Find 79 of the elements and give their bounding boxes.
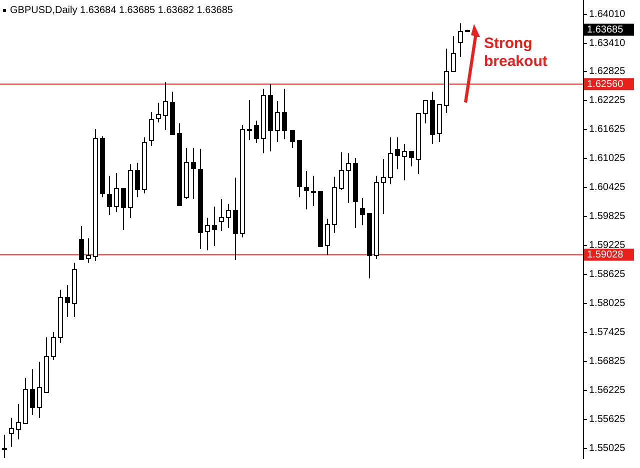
candlestick: [360, 198, 365, 226]
candlestick: [261, 88, 266, 154]
candlestick: [79, 226, 84, 260]
y-tick-label: 1.59825: [589, 210, 626, 222]
candlestick: [121, 188, 126, 230]
candlestick: [58, 289, 63, 344]
candlestick: [93, 128, 98, 262]
candlestick: [37, 361, 42, 418]
y-tick-label: 1.58025: [589, 298, 626, 309]
candlestick: [51, 331, 56, 360]
candlestick: [381, 158, 386, 215]
candlestick: [107, 175, 112, 216]
y-tick-label: 1.56825: [589, 356, 626, 367]
y-tick-label: 1.60425: [589, 182, 626, 193]
candlestick: [311, 175, 316, 206]
candlestick: [23, 377, 28, 424]
candlestick: [212, 206, 217, 246]
candlestick: [9, 417, 14, 448]
y-tick-label: 1.56225: [589, 384, 626, 396]
y-tick-label: 1.55025: [589, 442, 626, 454]
candlestick: [388, 136, 393, 185]
candlestick: [30, 368, 35, 416]
candlestick: [205, 217, 210, 251]
annotation: Strong breakout: [484, 35, 548, 71]
candlestick: [304, 170, 309, 210]
candlestick: [423, 100, 428, 124]
candlestick: [332, 176, 337, 234]
candlestick: [149, 112, 154, 146]
y-tick-label: 1.61625: [589, 124, 626, 135]
candlestick: [268, 84, 273, 152]
ref-line-label: 1.59028: [587, 249, 624, 260]
candlestick: [402, 143, 407, 181]
candlestick: [346, 152, 351, 204]
candlestick: [374, 175, 379, 260]
candlestick: [325, 218, 330, 256]
candlestick: [191, 147, 196, 200]
y-tick-label: 1.62825: [589, 66, 626, 78]
candlestick: [86, 238, 91, 264]
y-tick-label: 1.61025: [589, 152, 626, 164]
y-tick-label: 1.57425: [589, 326, 626, 338]
text: GBPUSD,Daily 1.63684 1.63685 1.63682 1.63685: [10, 5, 233, 16]
candlestick: [163, 82, 168, 130]
candlestick: [282, 88, 287, 140]
candlestick: [156, 102, 161, 123]
candlestick: [451, 36, 456, 72]
candlestick: [254, 120, 259, 144]
candlestick: [409, 151, 414, 167]
text: 1.63685: [587, 24, 624, 36]
y-tick-label: 1.63410: [589, 38, 626, 49]
y-tick-label: 1.64010: [589, 8, 626, 20]
candlestick: [430, 91, 435, 144]
candlestick: [233, 177, 238, 260]
candlestick: [367, 213, 372, 279]
candlestick: [458, 22, 463, 58]
ref-line-label: 1.62560: [587, 78, 624, 90]
candlestick: [353, 157, 358, 229]
candlestick: [142, 136, 147, 194]
candlestick: [135, 162, 140, 198]
candlestick: [219, 198, 224, 232]
candlestick: [247, 100, 252, 141]
y-tick-label: 1.55625: [589, 414, 626, 425]
y-tick-label: 1.58625: [589, 268, 626, 280]
candlestick: [275, 100, 280, 143]
candlestick: [198, 148, 203, 250]
candlestick: [128, 164, 133, 218]
candlestick: [114, 172, 119, 213]
candlestick: [184, 147, 189, 200]
y-tick-label: 1.62225: [589, 95, 626, 106]
candlestick: [395, 136, 400, 170]
candlestick: [339, 152, 344, 190]
y-tick-label: 1.59225: [589, 240, 626, 251]
candlestick: [16, 403, 21, 440]
candlestick: [416, 113, 421, 174]
candlestick: [72, 262, 77, 318]
candlestick: [444, 48, 449, 114]
candlestick: [44, 336, 49, 393]
candlestick: [170, 91, 175, 135]
candlestick: [65, 284, 70, 318]
candlestick: [226, 203, 231, 229]
